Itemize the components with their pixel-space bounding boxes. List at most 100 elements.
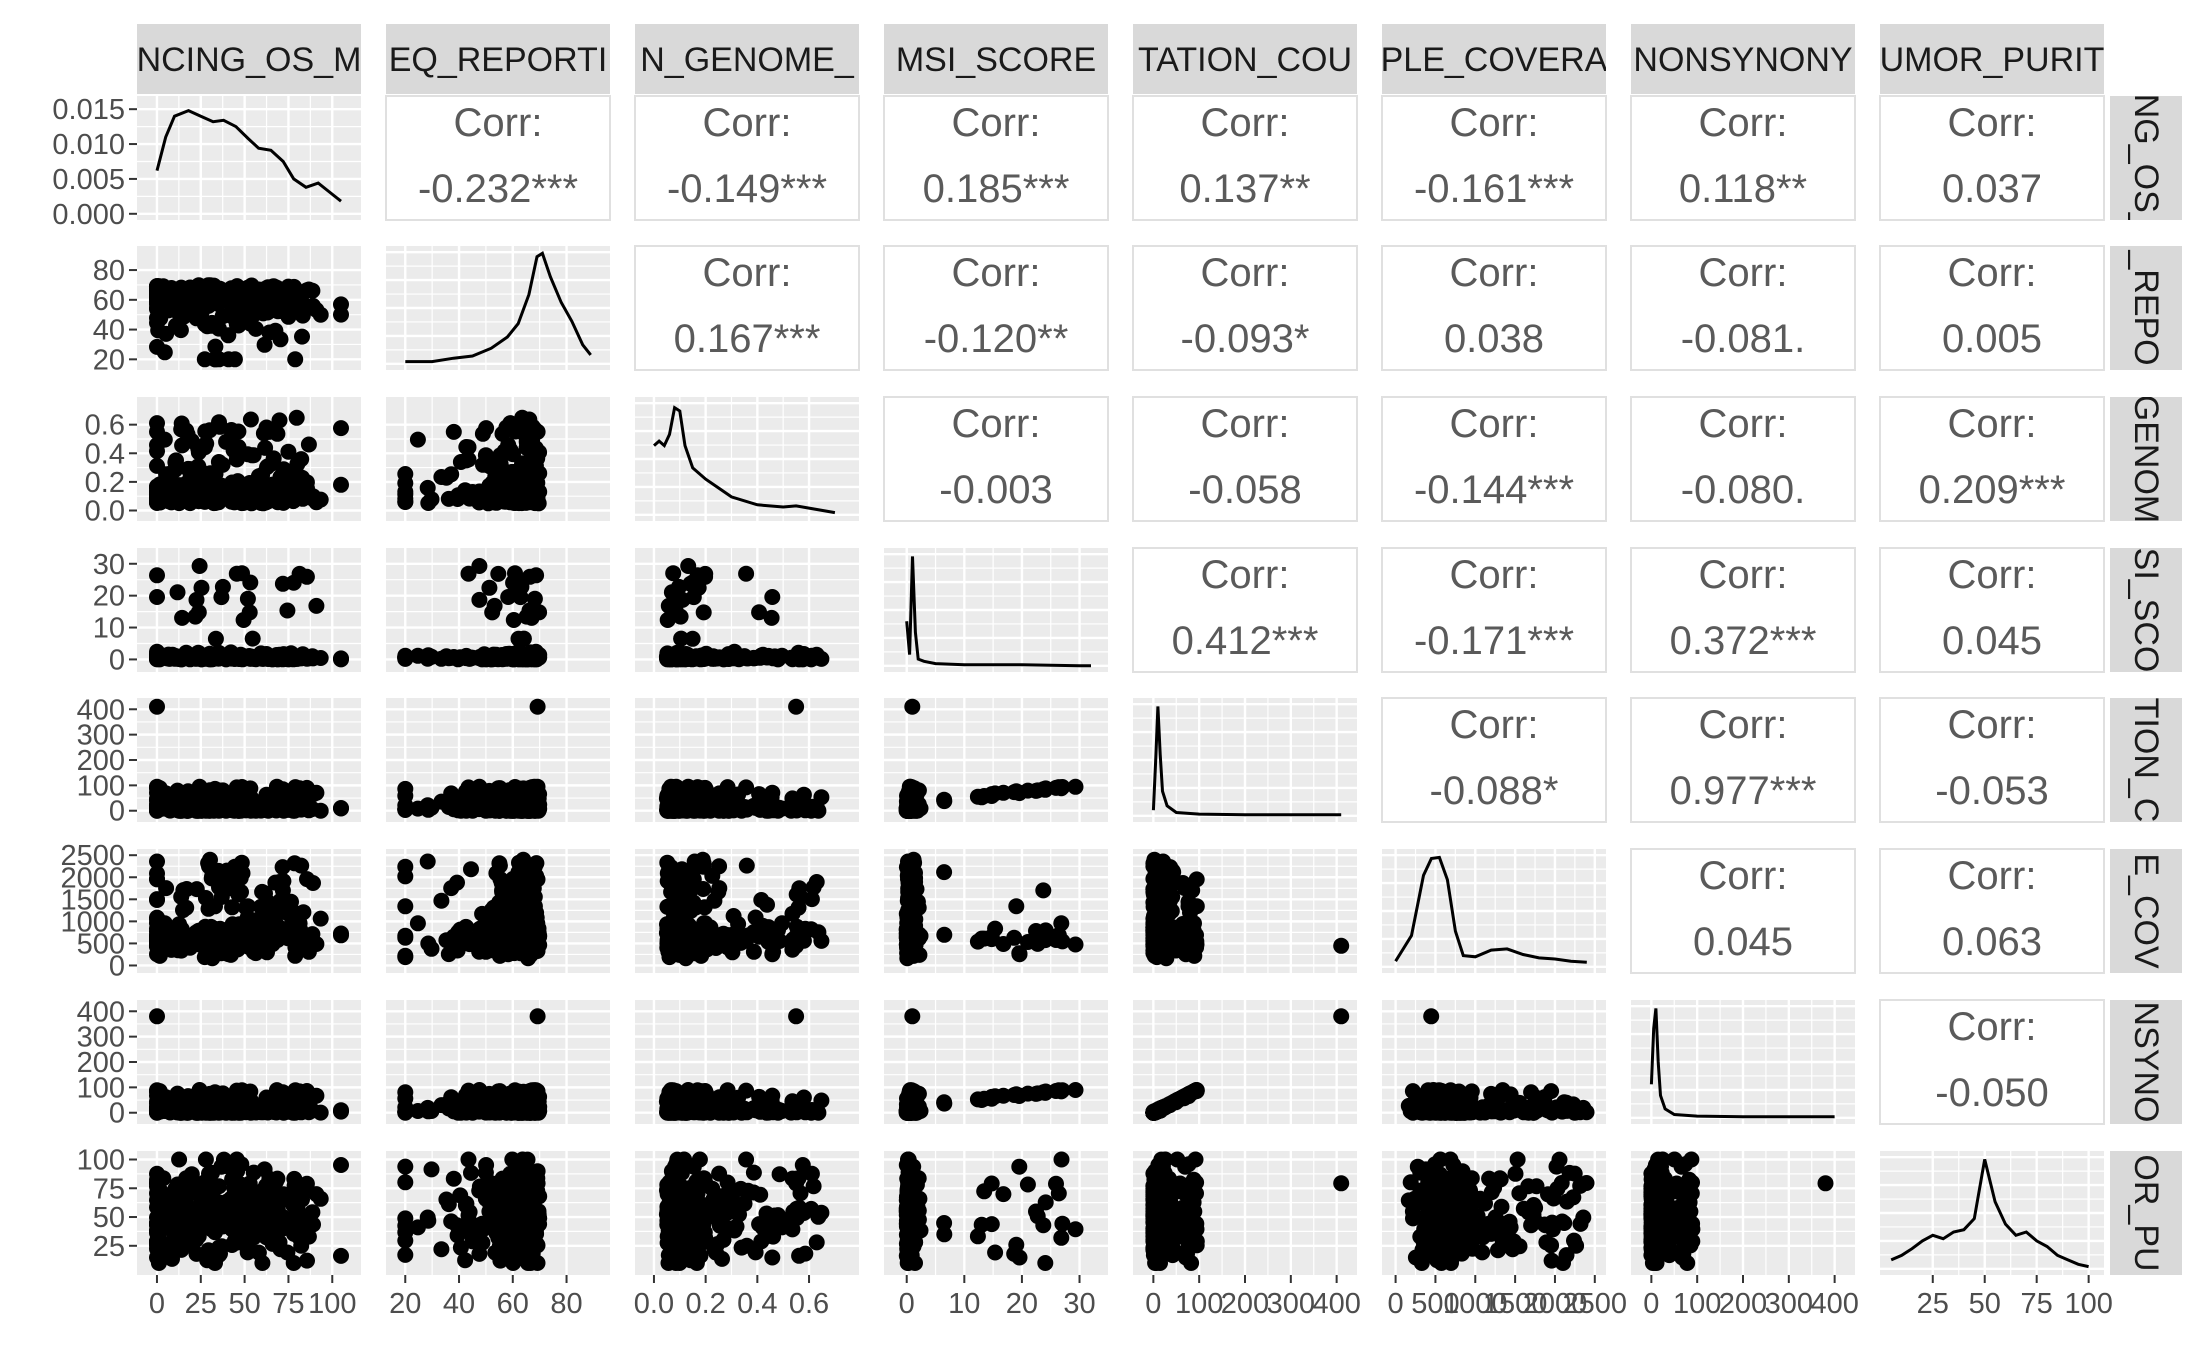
corr-label: Corr: bbox=[1201, 553, 1290, 597]
scatter-point bbox=[1184, 882, 1201, 899]
scatter-point bbox=[659, 873, 676, 890]
scatter-point bbox=[521, 651, 537, 667]
scatter-point bbox=[512, 785, 529, 802]
scatter-point bbox=[305, 875, 321, 891]
scatter-point bbox=[784, 790, 801, 807]
scatter-point bbox=[173, 802, 190, 819]
scatter-points bbox=[149, 409, 349, 512]
scatter-point bbox=[475, 456, 491, 473]
corr-panel bbox=[1381, 547, 1607, 673]
scatter-point bbox=[218, 922, 235, 939]
scatter-point bbox=[244, 447, 261, 464]
scatter-point bbox=[173, 942, 190, 959]
panel-3-6: Corr: 0.372*** bbox=[1630, 547, 1856, 673]
scatter-point bbox=[191, 558, 208, 574]
scatter-point bbox=[193, 579, 210, 596]
scatter-point bbox=[480, 916, 497, 933]
scatter-point bbox=[288, 409, 305, 426]
panel-0-6: Corr:0.118** bbox=[1630, 95, 1856, 221]
scatter-point bbox=[274, 1084, 291, 1101]
scatter-point bbox=[438, 469, 455, 486]
corr-label: Corr: bbox=[1699, 553, 1788, 597]
panel-3-3 bbox=[884, 548, 1108, 672]
scatter-point bbox=[149, 802, 165, 819]
scatter-point bbox=[161, 487, 178, 504]
corr-panel bbox=[883, 245, 1109, 371]
scatter-point bbox=[494, 650, 511, 667]
scatter-point bbox=[526, 458, 543, 475]
corr-panel bbox=[634, 245, 860, 371]
scatter-point bbox=[515, 630, 532, 647]
scatter-point bbox=[1011, 945, 1028, 962]
scatter-point bbox=[230, 802, 247, 819]
scatter-point bbox=[1035, 882, 1052, 899]
scatter-point bbox=[1067, 936, 1084, 953]
scatter-point bbox=[149, 651, 165, 668]
corr-panel bbox=[1879, 95, 2105, 221]
scatter-point bbox=[187, 1090, 204, 1107]
scatter-point bbox=[457, 648, 474, 665]
panel-1-2: Corr:0.167*** bbox=[634, 245, 860, 371]
scatter-point bbox=[463, 861, 479, 878]
corr-value: 0.372*** bbox=[1670, 619, 1817, 663]
scatter-point bbox=[250, 468, 267, 485]
scatter-point bbox=[695, 799, 712, 816]
scatter-point bbox=[149, 1087, 165, 1104]
panel-2-6: Corr:-0.080. bbox=[1630, 396, 1856, 522]
panel-1-7: Corr:0.005 bbox=[1879, 245, 2105, 371]
scatter-point bbox=[244, 630, 261, 647]
scatter-point bbox=[514, 409, 531, 426]
scatter-point bbox=[397, 780, 414, 797]
scatter-point bbox=[161, 297, 178, 314]
panel-6-1 bbox=[386, 1000, 610, 1124]
scatter-point bbox=[751, 786, 768, 803]
scatter-point bbox=[440, 490, 457, 507]
scatter-point bbox=[161, 801, 178, 818]
scatter-point bbox=[213, 1088, 230, 1104]
corr-label: Corr: bbox=[1450, 101, 1539, 145]
corr-label: Corr: bbox=[1948, 402, 2037, 446]
scatter-point bbox=[500, 437, 517, 453]
scatter-point bbox=[672, 650, 689, 667]
scatter-point bbox=[504, 463, 521, 480]
scatter-point bbox=[280, 443, 297, 460]
scatter-point bbox=[1050, 927, 1067, 943]
scatter-point bbox=[500, 589, 517, 605]
scatter-point bbox=[685, 945, 702, 962]
scatter-point bbox=[531, 604, 548, 621]
scatter-point bbox=[267, 322, 284, 339]
scatter-point bbox=[173, 1094, 190, 1111]
scatter-point bbox=[1067, 778, 1084, 795]
panel-0-0 bbox=[137, 96, 361, 220]
scatter-point bbox=[491, 855, 508, 872]
scatter-point bbox=[1333, 937, 1350, 954]
corr-panel bbox=[634, 95, 860, 221]
panel-5-5 bbox=[1382, 849, 1606, 973]
panel-1-0 bbox=[137, 246, 361, 370]
corr-label: Corr: bbox=[1948, 854, 2037, 898]
scatter-point bbox=[149, 1104, 165, 1121]
scatter-point bbox=[440, 946, 457, 963]
density-curve bbox=[653, 405, 836, 515]
corr-panel bbox=[1132, 245, 1358, 371]
panel-4-0 bbox=[137, 698, 361, 822]
scatter-point bbox=[213, 589, 230, 606]
corr-value: -0.171*** bbox=[1414, 619, 1574, 663]
scatter-point bbox=[333, 800, 349, 817]
scatter-point bbox=[899, 925, 916, 942]
scatter-point bbox=[708, 649, 724, 666]
scatter-point bbox=[233, 650, 250, 667]
scatter-points bbox=[658, 698, 830, 819]
scatter-point bbox=[397, 466, 414, 482]
scatter-point bbox=[474, 425, 491, 442]
scatter-point bbox=[1008, 898, 1025, 915]
scatter-point bbox=[207, 351, 223, 368]
scatter-point bbox=[274, 575, 291, 592]
scatter-point bbox=[704, 867, 721, 884]
scatter-point bbox=[969, 788, 986, 805]
panel-2-3: Corr:-0.003 bbox=[883, 396, 1109, 522]
scatter-point bbox=[260, 894, 277, 911]
scatter-point bbox=[300, 436, 317, 453]
scatter-point bbox=[457, 934, 474, 951]
scatter-point bbox=[308, 494, 325, 511]
